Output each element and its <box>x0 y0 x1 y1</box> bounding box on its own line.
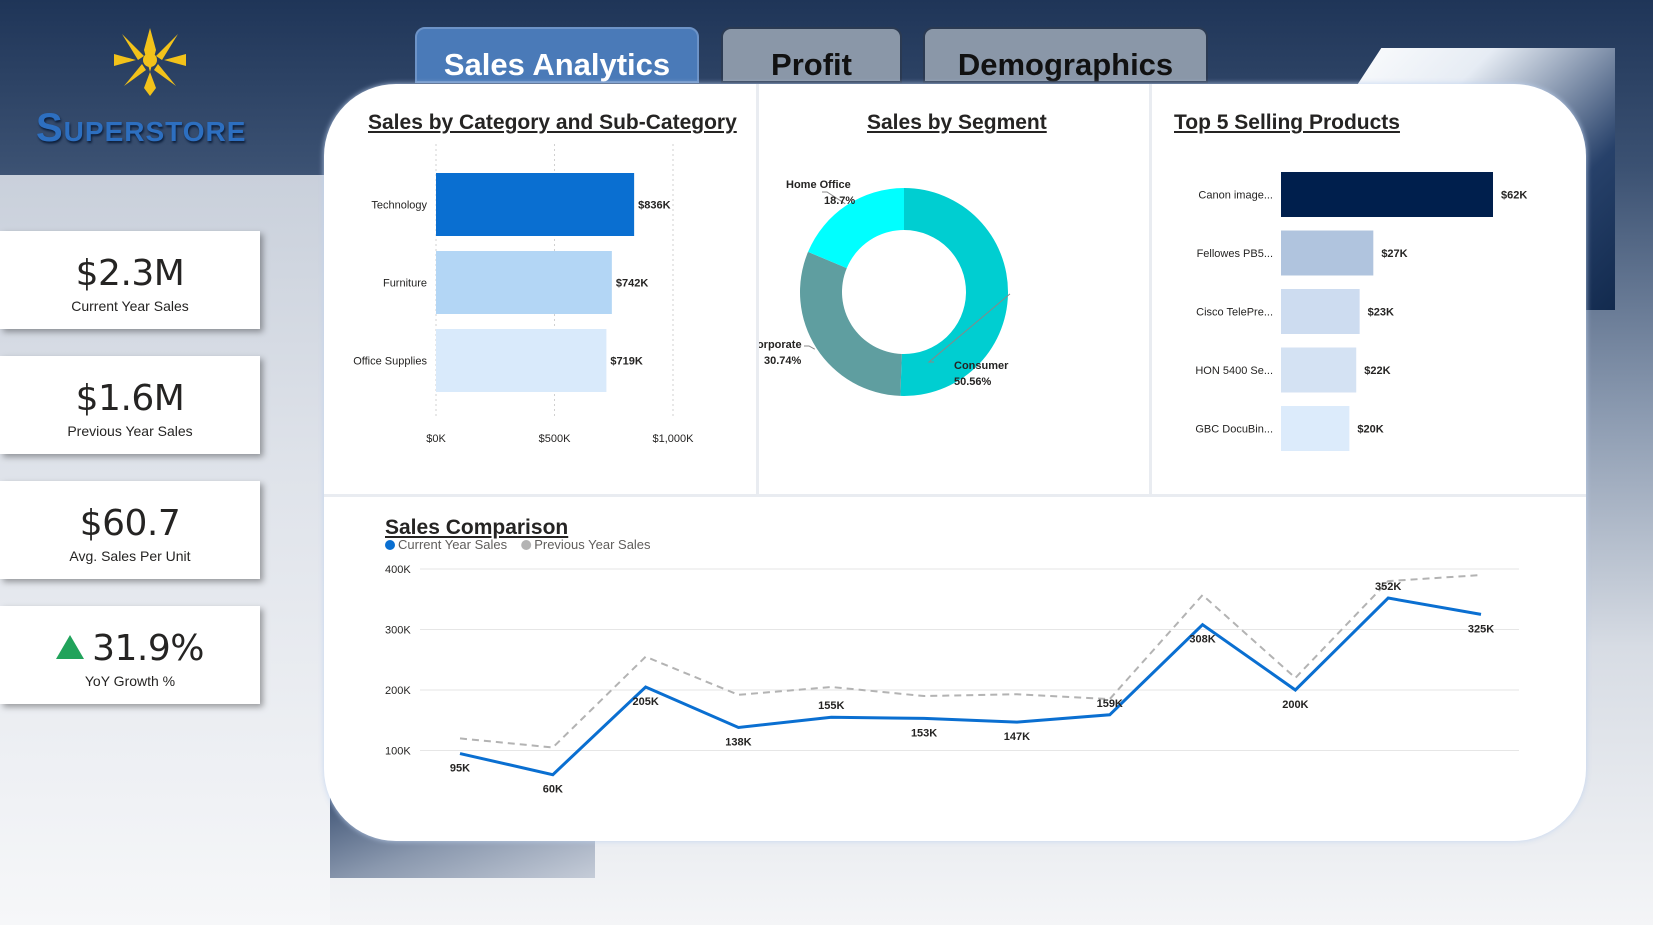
product-label: Canon image... <box>1198 190 1273 202</box>
kpi-previous-year-sales: $1.6M Previous Year Sales <box>0 356 260 454</box>
product-bar <box>1281 230 1374 276</box>
chart-title-top5: Top 5 Selling Products <box>1174 111 1400 134</box>
slice-name-label: Home Office <box>786 179 851 191</box>
product-bar <box>1281 406 1350 451</box>
leader-line <box>927 293 1011 363</box>
slice-name-label: Consumer <box>954 360 1009 372</box>
kpi-label: Current Year Sales <box>71 298 189 314</box>
donut-slice <box>808 188 904 269</box>
tab-sales-analytics[interactable]: Sales Analytics <box>415 27 699 83</box>
y-tick-label: 400K <box>385 564 411 576</box>
kpi-current-year-sales: $2.3M Current Year Sales <box>0 231 260 329</box>
category-bar <box>436 329 607 392</box>
kpi-value: 31.9% <box>92 628 204 669</box>
tab-demographics[interactable]: Demographics <box>923 27 1208 83</box>
trend-up-icon <box>56 635 85 659</box>
chart-title-comparison: Sales Comparison <box>385 516 569 539</box>
main-report-card: Sales by Category and Sub-Category $0K $5… <box>324 84 1586 841</box>
y-tick-label: 300K <box>385 625 411 637</box>
category-bar <box>436 251 612 314</box>
data-label: 155K <box>818 700 844 712</box>
data-label: 200K <box>1282 699 1308 711</box>
data-label: 153K <box>911 727 937 739</box>
slice-percent-label: 30.74% <box>764 355 802 367</box>
tab-profit[interactable]: Profit <box>721 27 902 83</box>
leader-line <box>822 191 846 205</box>
x-tick-label: $1,000K <box>653 433 695 445</box>
legend-marker <box>385 540 395 550</box>
data-label: 138K <box>725 737 751 749</box>
data-label: 352K <box>1375 581 1401 593</box>
kpi-value: $60.7 <box>79 503 181 544</box>
slice-name-label: Corporate <box>759 339 802 351</box>
data-label: 147K <box>1004 731 1030 743</box>
data-label: 95K <box>450 763 470 775</box>
top5-bar-chart: Canon image... $62K Fellowes PB5... $27K Cis… <box>1195 172 1527 451</box>
chart-title-segment: Sales by Segment <box>867 111 1047 134</box>
legend-marker <box>521 540 532 550</box>
data-label: 159K <box>1097 698 1123 710</box>
star-logo-icon <box>114 28 186 96</box>
product-bar <box>1281 172 1493 217</box>
kpi-label: Avg. Sales Per Unit <box>69 548 191 564</box>
series-line <box>459 574 1482 749</box>
product-label: GBC DocuBin... <box>1195 424 1273 436</box>
donut-slice <box>900 188 1008 396</box>
product-bar <box>1281 289 1360 334</box>
product-label: Cisco TelePre... <box>1196 307 1273 319</box>
kpi-label: YoY Growth % <box>84 673 176 689</box>
data-label: 325K <box>1468 623 1494 635</box>
data-label: $62K <box>1501 190 1527 202</box>
y-tick-label: 200K <box>385 685 411 697</box>
x-tick-label: $0K <box>426 433 446 445</box>
slice-percent-label: 18.7% <box>824 195 855 207</box>
y-tick-label: 100K <box>385 746 411 758</box>
series-line <box>459 596 1482 777</box>
leader-line <box>804 345 815 350</box>
superstore-logo: Superstore <box>30 22 270 152</box>
data-label: $836K <box>638 200 670 212</box>
kpi-yoy-growth: 31.9% YoY Growth % <box>0 606 260 704</box>
brand-name: Superstore <box>36 106 247 150</box>
data-label: $20K <box>1357 424 1383 436</box>
kpi-label: Previous Year Sales <box>67 423 193 439</box>
product-bar <box>1281 347 1357 393</box>
category-label: Office Supplies <box>353 356 427 368</box>
category-label: Technology <box>371 200 427 212</box>
category-bar <box>436 173 635 236</box>
data-label: $23K <box>1368 307 1394 319</box>
data-label: $742K <box>616 278 648 290</box>
x-tick-label: $500K <box>539 433 571 445</box>
legend-label: Previous Year Sales <box>534 537 651 552</box>
legend: Current Year Sales Previous Year Sales <box>385 537 651 552</box>
data-label: $22K <box>1364 365 1390 377</box>
data-label: $27K <box>1381 248 1407 260</box>
data-label: 60K <box>543 784 563 796</box>
chart-title-category: Sales by Category and Sub-Category <box>368 111 737 134</box>
category-label: Furniture <box>383 278 427 290</box>
slice-percent-label: 50.56% <box>954 376 992 388</box>
kpi-avg-sales-per-unit: $60.7 Avg. Sales Per Unit <box>0 481 260 579</box>
legend-label: Current Year Sales <box>398 537 508 552</box>
product-label: Fellowes PB5... <box>1197 248 1273 260</box>
category-bar-chart: $0K $500K $1,000K Technology $836K Furniture $… <box>353 144 695 445</box>
data-label: 308K <box>1189 634 1215 646</box>
kpi-value: $1.6M <box>75 378 185 419</box>
donut-slice <box>800 251 902 396</box>
data-label: $719K <box>610 356 642 368</box>
kpi-value: $2.3M <box>75 253 185 294</box>
segment-donut-chart: Consumer 50.56% Corporate 30.74% Home Office… <box>759 179 1011 396</box>
data-label: 205K <box>632 696 658 708</box>
product-label: HON 5400 Se... <box>1195 365 1273 377</box>
sales-comparison-line-chart: Current Year Sales Previous Year Sales 100… <box>385 537 1519 796</box>
